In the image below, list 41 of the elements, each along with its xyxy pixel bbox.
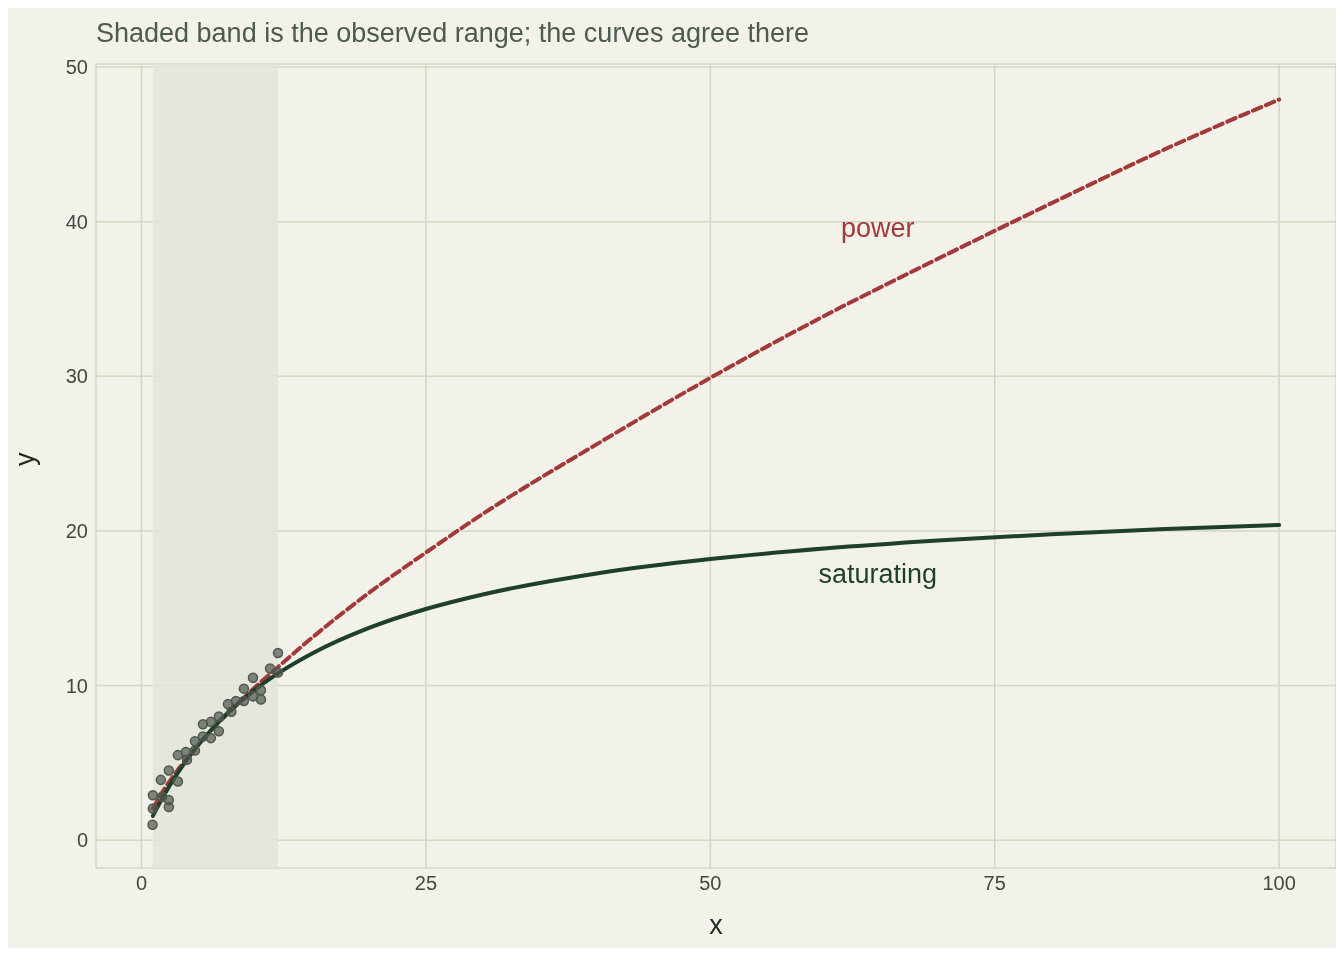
point (181, 754, 193, 766)
y-tick-label: 20 (65, 520, 88, 543)
chart-title: Shaded band is the observed range; the curves agree there (96, 18, 809, 49)
point (255, 694, 267, 705)
point (247, 691, 259, 702)
series-label: saturating (818, 558, 938, 589)
y-tick-label: 0 (76, 829, 88, 852)
point (247, 672, 259, 684)
y-axis-title: y (9, 452, 40, 466)
point (155, 774, 167, 786)
point (205, 732, 217, 744)
point (147, 803, 159, 814)
x-tick-label: 75 (983, 872, 1006, 895)
point (238, 683, 250, 694)
point (147, 790, 159, 801)
point (172, 776, 184, 787)
y-tick-label: 30 (65, 365, 88, 388)
point (205, 716, 217, 728)
point (226, 706, 237, 718)
y-tick-label: 10 (65, 674, 88, 697)
point (238, 695, 250, 707)
y-tick-label: 40 (65, 210, 88, 233)
point (189, 735, 201, 747)
x-tick-label: 50 (699, 872, 722, 895)
series-label: power (841, 212, 915, 243)
point (213, 711, 225, 722)
x-tick-label: 25 (414, 872, 438, 895)
point (213, 725, 225, 737)
x-tick-label: 0 (135, 872, 148, 895)
point (272, 667, 284, 678)
point (147, 819, 158, 830)
x-axis-title: x (709, 910, 724, 940)
y-tick-label: 50 (65, 56, 88, 79)
point (264, 663, 276, 674)
point (272, 647, 284, 659)
point (163, 801, 175, 813)
point (163, 765, 175, 776)
x-tick-label: 100 (1262, 872, 1296, 895)
point (255, 684, 267, 696)
point (172, 749, 184, 761)
point (189, 745, 201, 756)
